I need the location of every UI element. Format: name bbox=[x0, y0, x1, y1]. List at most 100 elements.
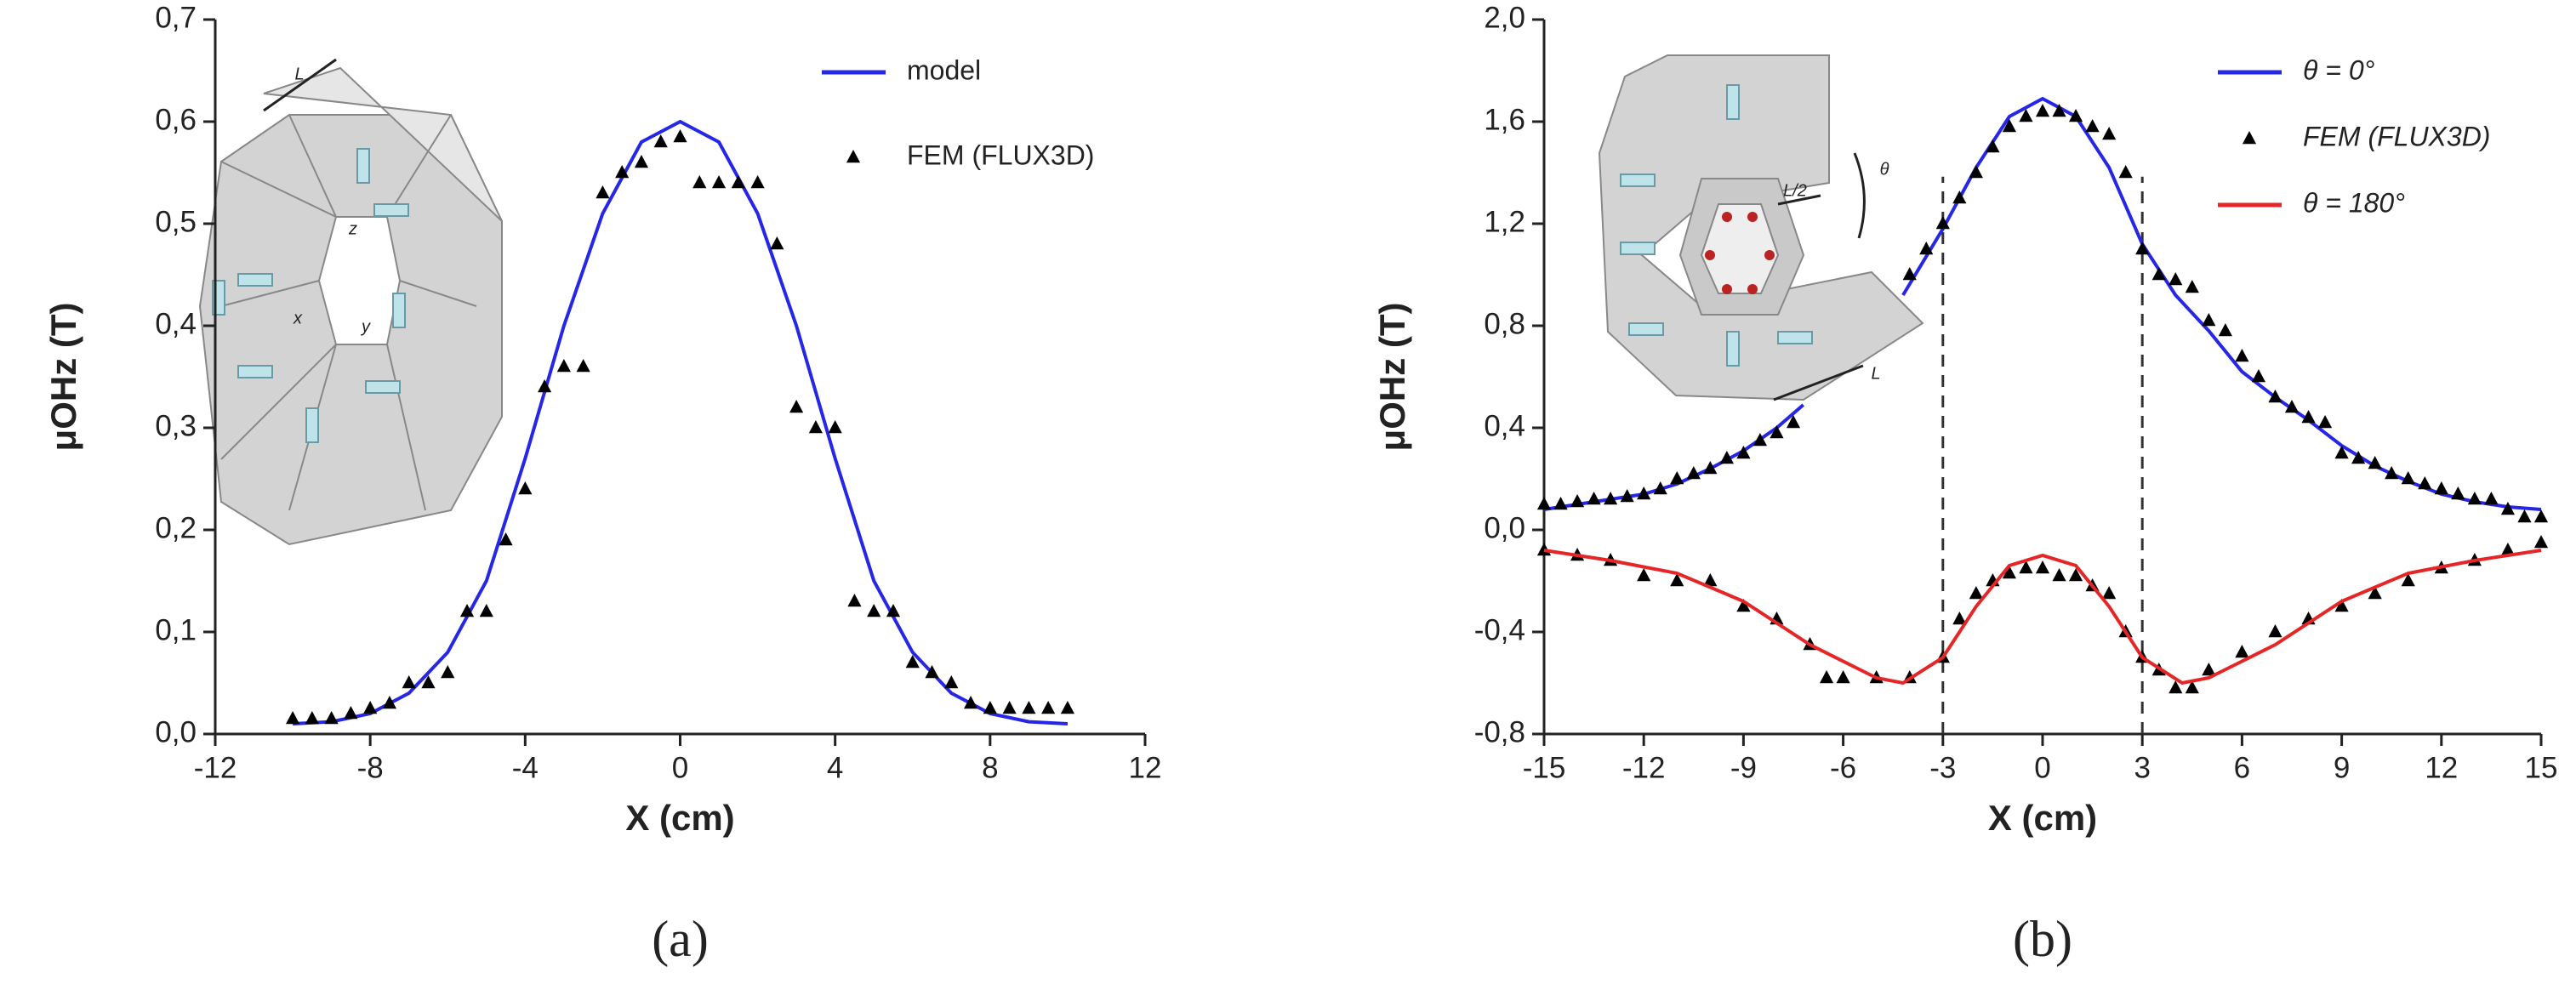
data-point bbox=[1935, 216, 1950, 230]
data-point bbox=[1969, 165, 1983, 179]
data-point bbox=[2351, 451, 2366, 464]
y-tick-label: 0,3 bbox=[155, 409, 197, 442]
y-tick-label: -0,4 bbox=[1474, 613, 1525, 646]
x-tick-label: -15 bbox=[1523, 751, 1566, 784]
data-point bbox=[1836, 670, 1850, 684]
data-point bbox=[2317, 415, 2333, 429]
data-point bbox=[673, 129, 687, 143]
data-point bbox=[2218, 323, 2232, 337]
data-point bbox=[2202, 313, 2216, 327]
data-point bbox=[2151, 267, 2166, 281]
y-tick-label: 1,2 bbox=[1484, 205, 1525, 238]
data-point bbox=[1902, 267, 1917, 281]
data-point bbox=[1536, 543, 1552, 556]
series-line bbox=[1543, 403, 1805, 511]
data-point bbox=[1022, 701, 1036, 714]
data-point bbox=[2035, 104, 2050, 117]
data-point bbox=[2500, 502, 2516, 515]
series-line bbox=[1543, 549, 2542, 686]
data-point bbox=[2102, 127, 2117, 140]
data-point bbox=[2068, 109, 2083, 122]
x-tick-label: 3 bbox=[2134, 751, 2150, 784]
data-point bbox=[285, 711, 300, 725]
data-point bbox=[2035, 560, 2050, 574]
data-point bbox=[1536, 497, 1552, 510]
data-point bbox=[2019, 109, 2033, 122]
legend-label: θ = 0° bbox=[2303, 54, 2375, 85]
inset-diagram-b bbox=[1598, 54, 1924, 401]
data-point bbox=[847, 594, 862, 607]
data-point bbox=[1553, 497, 1568, 510]
data-point bbox=[1570, 494, 1585, 508]
data-point bbox=[1670, 471, 1684, 485]
data-point bbox=[344, 706, 358, 720]
data-point bbox=[2385, 466, 2399, 480]
y-tick-label: 0,0 bbox=[155, 715, 197, 748]
data-point bbox=[615, 165, 630, 179]
data-point bbox=[2085, 119, 2100, 133]
data-point bbox=[905, 655, 920, 669]
legend-swatch bbox=[2242, 131, 2257, 145]
x-tick-label: -12 bbox=[194, 751, 237, 784]
data-point bbox=[2185, 680, 2199, 694]
data-point bbox=[653, 134, 668, 148]
x-tick-label: -12 bbox=[1622, 751, 1666, 784]
data-point bbox=[1670, 573, 1684, 587]
panel-label: (a) bbox=[652, 911, 709, 967]
data-point bbox=[538, 379, 552, 393]
data-point bbox=[789, 400, 804, 413]
data-point bbox=[2235, 645, 2249, 658]
y-tick-label: 2,0 bbox=[1484, 1, 1525, 34]
legend-swatch bbox=[846, 150, 861, 163]
x-tick-label: -4 bbox=[512, 751, 539, 784]
legend-label: FEM (FLUX3D) bbox=[2303, 121, 2490, 151]
x-tick-label: -9 bbox=[1730, 751, 1757, 784]
data-point bbox=[324, 711, 339, 725]
x-tick-label: -6 bbox=[1830, 751, 1856, 784]
data-point bbox=[963, 696, 978, 709]
inset-label: x bbox=[293, 309, 303, 327]
data-point bbox=[886, 604, 901, 617]
data-point bbox=[2368, 456, 2382, 469]
data-point bbox=[2135, 242, 2150, 255]
data-point bbox=[576, 359, 590, 373]
x-tick-label: 12 bbox=[2425, 751, 2458, 784]
data-point bbox=[402, 675, 416, 689]
data-point bbox=[1952, 191, 1967, 204]
data-point bbox=[731, 175, 745, 189]
data-point bbox=[925, 665, 939, 679]
legend-label: model bbox=[907, 54, 981, 85]
dimension-arrow bbox=[263, 58, 337, 112]
data-point bbox=[1703, 461, 1718, 475]
inset-label: L/2 bbox=[1783, 181, 1807, 200]
data-point bbox=[1686, 466, 1701, 480]
data-point bbox=[1736, 446, 1751, 459]
data-point bbox=[2418, 476, 2432, 490]
data-point bbox=[2451, 486, 2465, 500]
data-point bbox=[2068, 568, 2083, 582]
data-point bbox=[2517, 509, 2532, 523]
x-tick-label: 0 bbox=[672, 751, 688, 784]
data-point bbox=[1060, 701, 1075, 714]
data-point bbox=[2185, 280, 2199, 293]
data-point bbox=[2102, 586, 2117, 600]
data-point bbox=[421, 675, 436, 689]
data-point bbox=[2268, 390, 2282, 403]
data-point bbox=[983, 701, 997, 714]
data-point bbox=[808, 420, 823, 434]
data-point bbox=[1703, 573, 1718, 587]
x-tick-label: 4 bbox=[827, 751, 843, 784]
inset-label: L bbox=[294, 65, 304, 83]
data-point bbox=[2533, 535, 2549, 549]
y-tick-label: 0,7 bbox=[155, 1, 197, 34]
data-point bbox=[2484, 492, 2499, 505]
y-tick-label: 0,2 bbox=[155, 511, 197, 544]
x-tick-label: 8 bbox=[982, 751, 998, 784]
y-tick-label: -0,8 bbox=[1474, 715, 1525, 748]
y-tick-label: 0,8 bbox=[1484, 307, 1525, 340]
data-point bbox=[770, 236, 784, 250]
data-point bbox=[1786, 415, 1801, 429]
data-point bbox=[1041, 701, 1056, 714]
y-axis-label: μOHz (T) bbox=[1372, 303, 1412, 452]
